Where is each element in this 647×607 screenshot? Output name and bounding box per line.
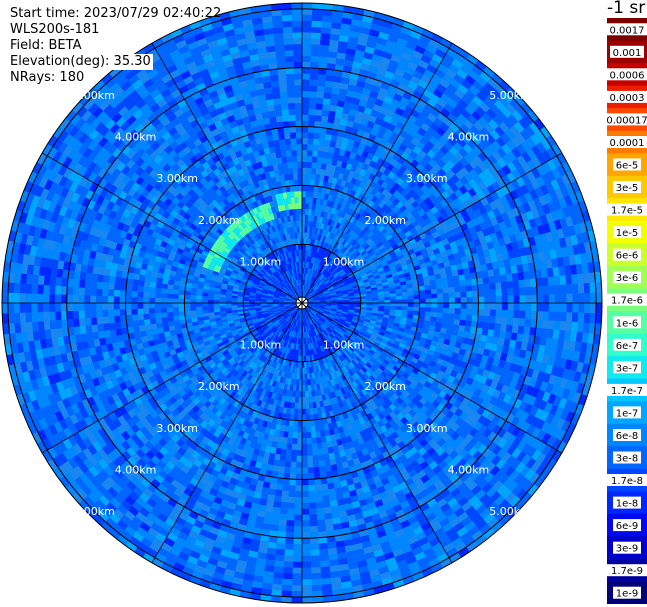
colorbar-label-box [613,226,641,239]
range-ring-label: 3.00km [156,422,198,435]
colorbar-label: 3e-7 [616,363,639,374]
range-ring-label: 4.00km [115,463,157,476]
colorbar-label: 1e-6 [616,318,639,329]
colorbar-label-box [613,429,641,441]
colorbar-label-box [607,383,647,396]
azimuth-spokes [2,3,602,603]
colorbar-label-box [607,293,647,306]
colorbar-label: 0.0006 [610,70,645,81]
range-ring-label: 5.00km [73,505,115,518]
colorbar-label-box [613,496,641,509]
range-ring-label: 1.00km [240,339,282,352]
range-ring-label: 4.00km [448,463,490,476]
instrument-name: WLS200s-181 [10,22,100,37]
colorbar-label: 1e-9 [616,589,639,600]
scan-info: Start time: 2023/07/29 02:40:22 WLS200s-… [10,6,221,86]
colorbar-label-box [613,316,641,329]
range-ring-label: 2.00km [364,214,406,227]
colorbar-title: -1 sr [607,0,646,18]
colorbar-label-box [607,90,647,103]
colorbar-label: 3e-6 [616,273,639,284]
colorbar-label: 1e-7 [616,408,639,419]
colorbar-label-box [607,23,647,36]
azimuth-spoke [301,42,453,304]
range-ring-label: 1.00km [323,339,365,352]
azimuth-spoke [151,42,303,304]
backscatter-texture [2,3,602,603]
range-ring-label: 4.00km [115,131,157,144]
ppi-plot: 1.00km 1.00km 1.00km 1.00km 2.00km 2.00km 2.00… [1,2,603,604]
colorbar-label-box [613,248,641,261]
colorbar-label: 1e-8 [616,499,639,510]
range-ring-label: 4.00km [448,131,490,144]
colorbar-label-box [613,519,641,532]
colorbar-label: 1e-5 [616,228,639,239]
colorbar-label-box [613,158,641,171]
colorbar-label: 6e-7 [616,341,639,352]
range-ring-label: 2.00km [198,214,240,227]
colorbar-label: 6e-5 [616,161,639,172]
colorbar-label-box [607,136,647,148]
azimuth-spoke [151,302,303,563]
colorbar-label: 1.7e-7 [611,386,643,397]
colorbar-label: 1.7e-6 [611,296,643,307]
colorbar-label: 0.0017 [610,25,645,36]
radar-center-icon [295,296,309,310]
colorbar-label: 3e-8 [616,454,639,465]
colorbar-label-box [613,451,641,464]
colorbar-label: 6e-9 [616,521,639,532]
colorbar-label: 6e-6 [616,251,639,262]
colorbar-label: 0.0003 [610,93,645,104]
colorbar-label-box [613,338,641,351]
range-ring-label: 5.00km [489,89,531,102]
range-ring-labels: 1.00km 1.00km 1.00km 1.00km 2.00km 2.00km 2.00… [73,89,531,518]
range-ring-label: 3.00km [406,172,448,185]
elevation-angle: Elevation(deg): 35.30 [10,54,153,70]
colorbar-label: 0.001 [613,48,642,59]
colorbar-label: 1.7e-8 [611,476,643,487]
azimuth-spoke [301,302,453,563]
colorbar-label-box [607,564,647,577]
colorbar-label-box [613,586,641,599]
colorbar-label-box [613,361,641,374]
colorbar-label-box [607,474,647,486]
range-ring-label: 3.00km [156,172,198,185]
colorbar-label: 0.00017 [607,115,647,126]
colorbar-label-box [613,271,641,284]
colorbar-label-box [607,68,647,81]
azimuth-spoke [41,152,303,304]
start-time: Start time: 2023/07/29 02:40:22 [10,6,222,21]
range-ring-label: 2.00km [364,380,406,393]
azimuth-spoke [41,302,303,454]
azimuth-spoke [301,302,562,454]
colorbar-label-box [610,45,644,58]
colorbar-label-box [607,113,647,126]
colorbar: 0.0017 0.001 0.0006 0.0003 0.00017 0.0001 6e-5… [607,18,647,604]
azimuth-spoke [301,152,562,304]
colorbar-label: 1.7e-9 [611,566,643,577]
range-ring-label: 1.00km [240,255,282,268]
colorbar-label: 1.7e-5 [611,206,643,217]
colorbar-label: 3e-5 [616,183,639,194]
range-ring-label: 5.00km [489,505,531,518]
colorbar-label-box [607,203,647,216]
range-ring-label: 2.00km [198,380,240,393]
field-name: Field: BETA [10,38,82,53]
colorbar-label: 0.0001 [610,138,645,149]
range-ring-label: 5.00km [73,89,115,102]
colorbar-label-box [613,541,641,554]
colorbar-label-box [613,181,641,193]
ray-count: NRays: 180 [10,70,87,86]
range-ring-label: 3.00km [406,422,448,435]
colorbar-label-box [613,406,641,419]
colorbar-label: 3e-9 [616,544,639,555]
range-ring-label: 1.00km [323,255,365,268]
colorbar-label: 6e-8 [616,431,639,442]
